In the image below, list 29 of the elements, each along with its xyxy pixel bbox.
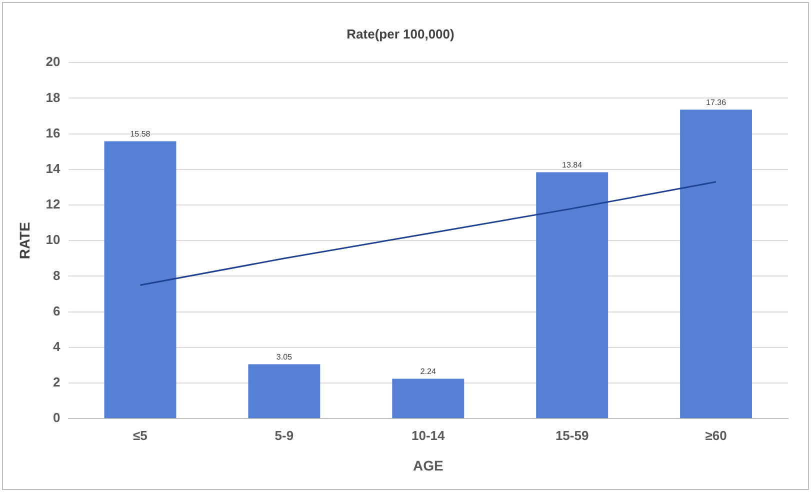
y-tick-label: 16 bbox=[46, 125, 60, 140]
x-axis-title: AGE bbox=[412, 457, 444, 474]
data-label: 15.58 bbox=[130, 129, 151, 138]
y-tick-label: 12 bbox=[46, 196, 60, 212]
y-tick-label: 20 bbox=[46, 54, 60, 70]
y-tick-label: 10 bbox=[46, 232, 60, 248]
y-tick-label: 0 bbox=[53, 410, 60, 426]
bar bbox=[536, 172, 608, 418]
x-tick-label: 15-59 bbox=[555, 428, 589, 443]
x-tick-label: 5-9 bbox=[274, 428, 294, 443]
data-label: 13.84 bbox=[562, 160, 583, 170]
y-tick-label: 4 bbox=[53, 338, 62, 354]
x-tick-label: ≥60 bbox=[705, 428, 727, 443]
y-tick-label: 14 bbox=[46, 160, 62, 176]
x-tick-label: ≤5 bbox=[133, 428, 148, 443]
y-tick-label: 18 bbox=[46, 90, 60, 105]
chart-title: Rate(per 100,000) bbox=[346, 26, 454, 42]
bar bbox=[248, 364, 320, 418]
bar bbox=[680, 110, 752, 418]
bar bbox=[104, 141, 176, 418]
bar bbox=[392, 378, 464, 418]
x-tick-label: 10-14 bbox=[412, 428, 446, 443]
y-tick-label: 6 bbox=[53, 303, 60, 318]
y-axis-title: RATE bbox=[16, 222, 32, 260]
y-tick-label: 2 bbox=[53, 374, 60, 390]
data-label: 3.05 bbox=[276, 352, 293, 362]
y-tick-label: 8 bbox=[53, 268, 60, 283]
data-label: 2.24 bbox=[420, 366, 436, 376]
data-label: 17.36 bbox=[706, 98, 727, 107]
